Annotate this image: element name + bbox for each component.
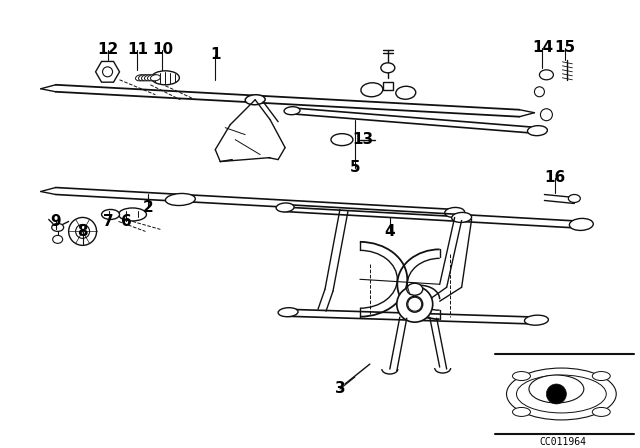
Ellipse shape	[278, 308, 298, 317]
Text: 2: 2	[143, 200, 154, 215]
Ellipse shape	[331, 134, 353, 146]
Ellipse shape	[540, 70, 554, 80]
Ellipse shape	[150, 75, 161, 81]
Ellipse shape	[513, 371, 531, 380]
Text: 14: 14	[532, 40, 553, 56]
Ellipse shape	[445, 207, 465, 217]
Text: 3: 3	[335, 382, 345, 396]
Text: 12: 12	[97, 43, 118, 57]
Ellipse shape	[408, 297, 422, 311]
Ellipse shape	[516, 375, 606, 413]
Ellipse shape	[396, 86, 416, 99]
Text: 10: 10	[152, 43, 173, 57]
Circle shape	[547, 384, 566, 404]
Ellipse shape	[138, 75, 148, 81]
Text: CC011964: CC011964	[539, 437, 586, 447]
Text: 16: 16	[545, 170, 566, 185]
Ellipse shape	[361, 83, 383, 97]
Polygon shape	[95, 61, 120, 82]
Ellipse shape	[529, 375, 584, 403]
Ellipse shape	[145, 75, 154, 81]
Ellipse shape	[52, 235, 63, 243]
Ellipse shape	[452, 212, 472, 223]
Ellipse shape	[527, 125, 547, 136]
Ellipse shape	[152, 71, 179, 85]
Text: 4: 4	[385, 224, 395, 239]
Ellipse shape	[276, 203, 294, 212]
Text: 9: 9	[51, 214, 61, 229]
Ellipse shape	[136, 75, 145, 81]
Circle shape	[397, 286, 433, 322]
Ellipse shape	[570, 219, 593, 230]
Ellipse shape	[513, 407, 531, 417]
Ellipse shape	[568, 194, 580, 202]
Circle shape	[534, 87, 545, 97]
Text: 8: 8	[77, 224, 88, 239]
Circle shape	[102, 67, 113, 77]
Ellipse shape	[525, 315, 548, 325]
Ellipse shape	[118, 208, 147, 221]
Text: 1: 1	[210, 47, 221, 62]
Text: 11: 11	[127, 43, 148, 57]
Circle shape	[76, 224, 90, 238]
Ellipse shape	[52, 224, 63, 232]
Circle shape	[540, 109, 552, 121]
Ellipse shape	[592, 371, 611, 380]
Text: 5: 5	[349, 160, 360, 175]
Ellipse shape	[592, 407, 611, 417]
Ellipse shape	[407, 283, 423, 295]
Ellipse shape	[165, 194, 195, 206]
Ellipse shape	[506, 368, 616, 420]
Text: 7: 7	[103, 214, 114, 229]
Text: 15: 15	[555, 40, 576, 56]
Circle shape	[407, 296, 423, 312]
Ellipse shape	[245, 95, 265, 105]
Ellipse shape	[284, 107, 300, 115]
Ellipse shape	[141, 75, 152, 81]
Circle shape	[68, 217, 97, 246]
Text: 13: 13	[353, 132, 374, 147]
Ellipse shape	[147, 75, 157, 81]
Ellipse shape	[102, 210, 120, 220]
Bar	[383, 82, 393, 90]
Text: 6: 6	[121, 214, 132, 229]
Ellipse shape	[381, 63, 395, 73]
